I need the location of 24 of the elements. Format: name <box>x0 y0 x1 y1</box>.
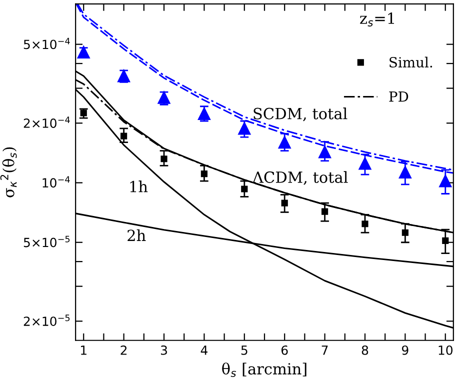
annotation: SCDM, total <box>254 108 348 122</box>
annotation: ΛCDM, total <box>252 171 348 185</box>
y-tick-label: 2×10$^{−4}$ <box>24 116 70 128</box>
y-tick-label: 5×10$^{−5}$ <box>24 236 70 248</box>
annotation: z$_{s}$=1 <box>360 12 394 26</box>
x-tick-label: 4 <box>200 346 208 355</box>
x-tick-label: 7 <box>322 346 328 355</box>
annotation: 2h <box>128 229 146 241</box>
x-tick-label: 8 <box>362 345 368 355</box>
x-tick-label: 3 <box>160 345 167 355</box>
x-tick-label: 1 <box>81 346 86 355</box>
legend-label: Simul. <box>390 56 432 68</box>
y-tick-label: 10$^{−4}$ <box>42 176 70 188</box>
y-tick-label: 2×10$^{−5}$ <box>24 314 70 326</box>
x-tick-label: 6 <box>281 345 288 355</box>
annotation: 1h <box>130 180 148 192</box>
x-tick-label: 5 <box>241 346 248 355</box>
y-axis-title: σ$_{κ}$$^{2}$(θ$_{s}$) <box>0 147 17 198</box>
y-tick-label: 5×10$^{−4}$ <box>24 38 70 50</box>
x-tick-label: 10 <box>438 345 453 355</box>
x-axis-title: θ$_{s}$ [arcmin] <box>222 362 306 378</box>
x-tick-label: 9 <box>402 345 408 355</box>
legend-label: PD <box>389 91 408 102</box>
x-tick-label: 2 <box>120 345 127 355</box>
